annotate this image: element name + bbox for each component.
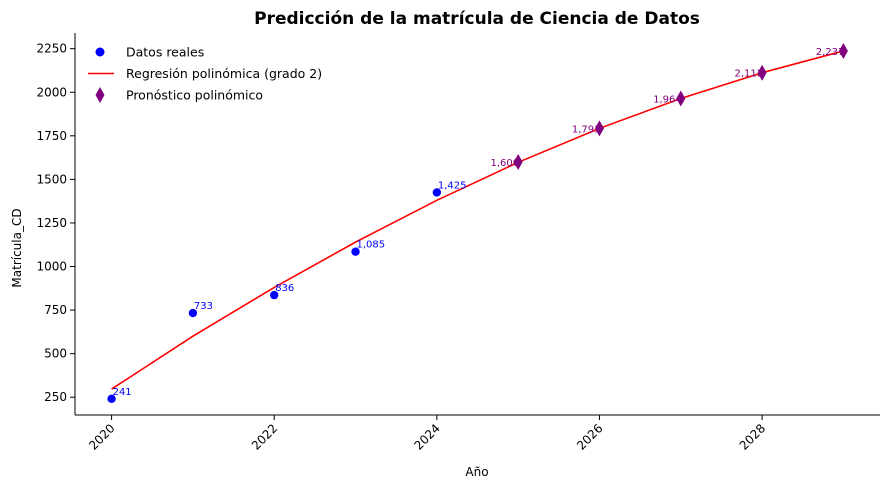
forecast-point: [676, 90, 686, 107]
real-data-label: 241: [113, 387, 132, 398]
real-data-label: 733: [194, 301, 213, 312]
real-data-label: 836: [275, 283, 294, 294]
real-data-point: [432, 188, 442, 197]
forecast-label: 1,600: [491, 158, 520, 169]
y-tick-label: 500: [44, 347, 67, 361]
legend-marker-real: [95, 47, 105, 57]
chart-title: Predicción de la matrícula de Ciencia de…: [254, 9, 700, 29]
y-tick-label: 750: [44, 303, 67, 317]
forecast-label: 2,112: [734, 69, 763, 80]
legend-marker-forecast: [95, 87, 105, 103]
x-tick-label: 2020: [86, 421, 117, 452]
x-tick-label: 2024: [411, 421, 442, 452]
y-tick-label: 2250: [36, 42, 67, 56]
x-axis-label: Año: [465, 465, 488, 479]
real-data-point: [270, 290, 279, 300]
x-tick-label: 2028: [737, 421, 768, 452]
forecast-label: 1,793: [572, 124, 601, 135]
y-tick-label: 1750: [36, 129, 67, 143]
legend-label-real: Datos reales: [126, 45, 204, 60]
y-axis-label: Matrícula_CD: [10, 208, 24, 287]
forecast-label: 2,237: [816, 47, 845, 58]
legend-label-fit: Regresión polinómica (grado 2): [126, 66, 322, 81]
x-tick-label: 2022: [249, 421, 280, 452]
forecast-point: [757, 64, 767, 81]
forecast-point: [594, 120, 604, 137]
real-data-point: [188, 308, 198, 318]
forecast-point: [513, 153, 523, 170]
forecast-point: [838, 42, 848, 59]
forecast-label: 1,964: [653, 95, 682, 106]
y-tick-label: 1000: [36, 260, 67, 274]
y-tick-label: 2000: [36, 85, 67, 99]
y-tick-label: 250: [44, 390, 67, 404]
real-data-label: 1,425: [438, 180, 467, 191]
plot-area: 250 500 750 1000 1250 1500 1750 2000 2250 2020 202…: [36, 33, 880, 453]
real-data-point: [351, 247, 360, 256]
x-tick-label: 2026: [574, 421, 605, 452]
real-data-label: 1,085: [357, 240, 386, 251]
y-tick-label: 1250: [36, 216, 67, 230]
legend-label-forecast: Pronóstico polinómico: [126, 88, 263, 103]
regression-line: [111, 50, 844, 390]
real-data-point: [107, 394, 116, 403]
y-tick-label: 1500: [36, 172, 67, 186]
